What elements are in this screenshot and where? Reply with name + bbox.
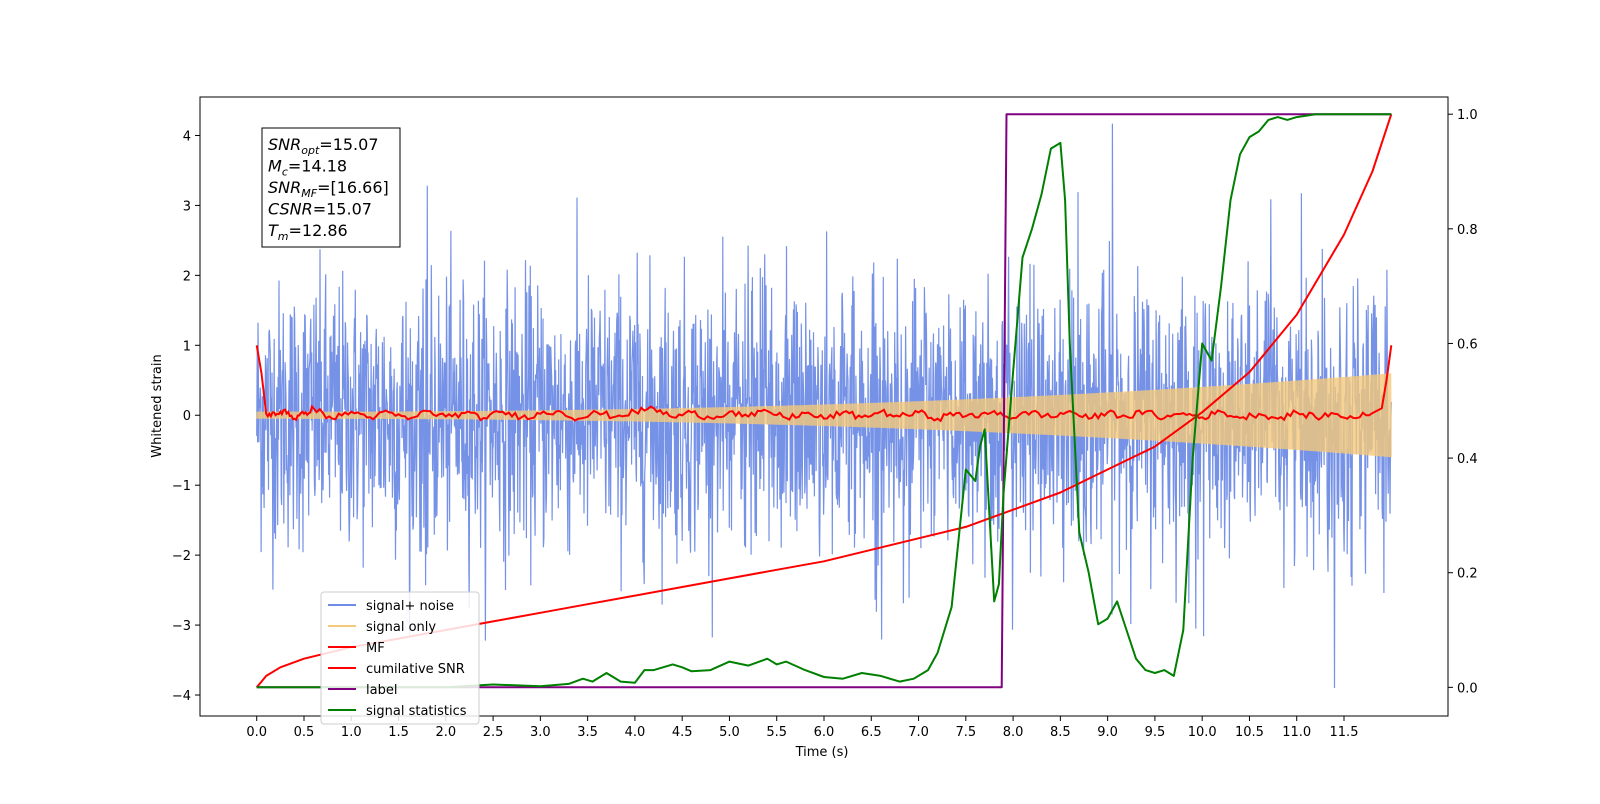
y-tick-label-right: 0.0 (1457, 681, 1478, 696)
y-tick-label-right: 1.0 (1457, 108, 1478, 123)
x-tick-label: 7.0 (908, 725, 929, 740)
y-tick-label-left: 1 (183, 339, 191, 354)
y-tick-label-left: 2 (183, 269, 191, 284)
annotation-line: SNRMF=[16.66] (268, 178, 389, 200)
annotation-line: Tm=12.86 (268, 221, 348, 243)
x-tick-label: 11.0 (1282, 725, 1311, 740)
x-tick-label: 0.5 (294, 725, 315, 740)
y-tick-label-left: −1 (172, 479, 191, 494)
y-tick-label-left: 4 (183, 129, 191, 144)
x-tick-label: 1.0 (341, 725, 362, 740)
legend-label: label (366, 683, 397, 698)
y-tick-label-left: 3 (183, 199, 191, 214)
x-tick-label: 2.5 (483, 725, 504, 740)
x-tick-label: 6.5 (861, 725, 882, 740)
y-tick-label-right: 0.2 (1457, 567, 1478, 582)
x-tick-label: 8.0 (1003, 725, 1024, 740)
x-tick-label: 4.0 (625, 725, 646, 740)
x-tick-label: 3.5 (577, 725, 598, 740)
legend-label: MF (366, 641, 385, 656)
legend: signal+ noise signal only MF cumilative SNR… (320, 591, 480, 725)
x-tick-label: 9.5 (1145, 725, 1166, 740)
y-tick-label-left: −2 (172, 549, 191, 564)
annotation-line: SNRopt=15.07 (268, 135, 379, 157)
legend-label: cumilative SNR (366, 662, 465, 677)
x-tick-label: 4.5 (672, 725, 693, 740)
annotation-line: CSNR=15.07 (268, 200, 372, 219)
x-tick-label: 0.0 (246, 725, 267, 740)
series-label (256, 113, 1392, 689)
x-tick-label: 1.5 (388, 725, 409, 740)
x-tick-label: 3.0 (530, 725, 551, 740)
y-axis-left-ticks: −4 −3 −2 −1 0 1 2 3 4 (172, 129, 200, 704)
annotation-box: SNRopt=15.07Mc=14.18SNRMF=[16.66]CSNR=15… (261, 127, 401, 248)
x-tick-label: 6.0 (814, 725, 835, 740)
y-tick-label-left: −4 (172, 689, 191, 704)
x-axis-ticks: 0.0 0.5 1.0 1.5 2.0 2.5 3.0 3.5 4.0 4.5 5.0 5.5 6.0 6… (246, 716, 1358, 740)
x-axis-title: Time (s) (795, 745, 849, 760)
x-tick-label: 10.5 (1235, 725, 1264, 740)
x-tick-label: 9.0 (1097, 725, 1118, 740)
x-tick-label: 10.0 (1188, 725, 1217, 740)
y-axis-right-ticks: 0.0 0.2 0.4 0.6 0.8 1.0 (1448, 108, 1478, 696)
x-tick-label: 8.5 (1050, 725, 1071, 740)
series-signal-statistics (256, 113, 1392, 689)
legend-label: signal+ noise (366, 599, 454, 614)
series-signal-only (256, 373, 1392, 458)
legend-label: signal only (366, 620, 436, 635)
x-tick-label: 11.5 (1330, 725, 1359, 740)
y-tick-label-right: 0.4 (1457, 452, 1478, 467)
y-tick-label-left: −3 (172, 619, 191, 634)
y-tick-label-right: 0.8 (1457, 223, 1478, 238)
y-axis-title: Whitened strain (150, 354, 165, 457)
x-tick-label: 5.0 (719, 725, 740, 740)
legend-label: signal statistics (366, 704, 467, 719)
series-mf (255, 345, 1393, 423)
annotation-line: Mc=14.18 (268, 157, 347, 179)
x-tick-label: 5.5 (766, 725, 787, 740)
x-tick-label: 7.5 (955, 725, 976, 740)
y-tick-label-left: 0 (183, 409, 191, 424)
y-tick-label-right: 0.6 (1457, 337, 1478, 352)
x-tick-label: 2.0 (435, 725, 456, 740)
